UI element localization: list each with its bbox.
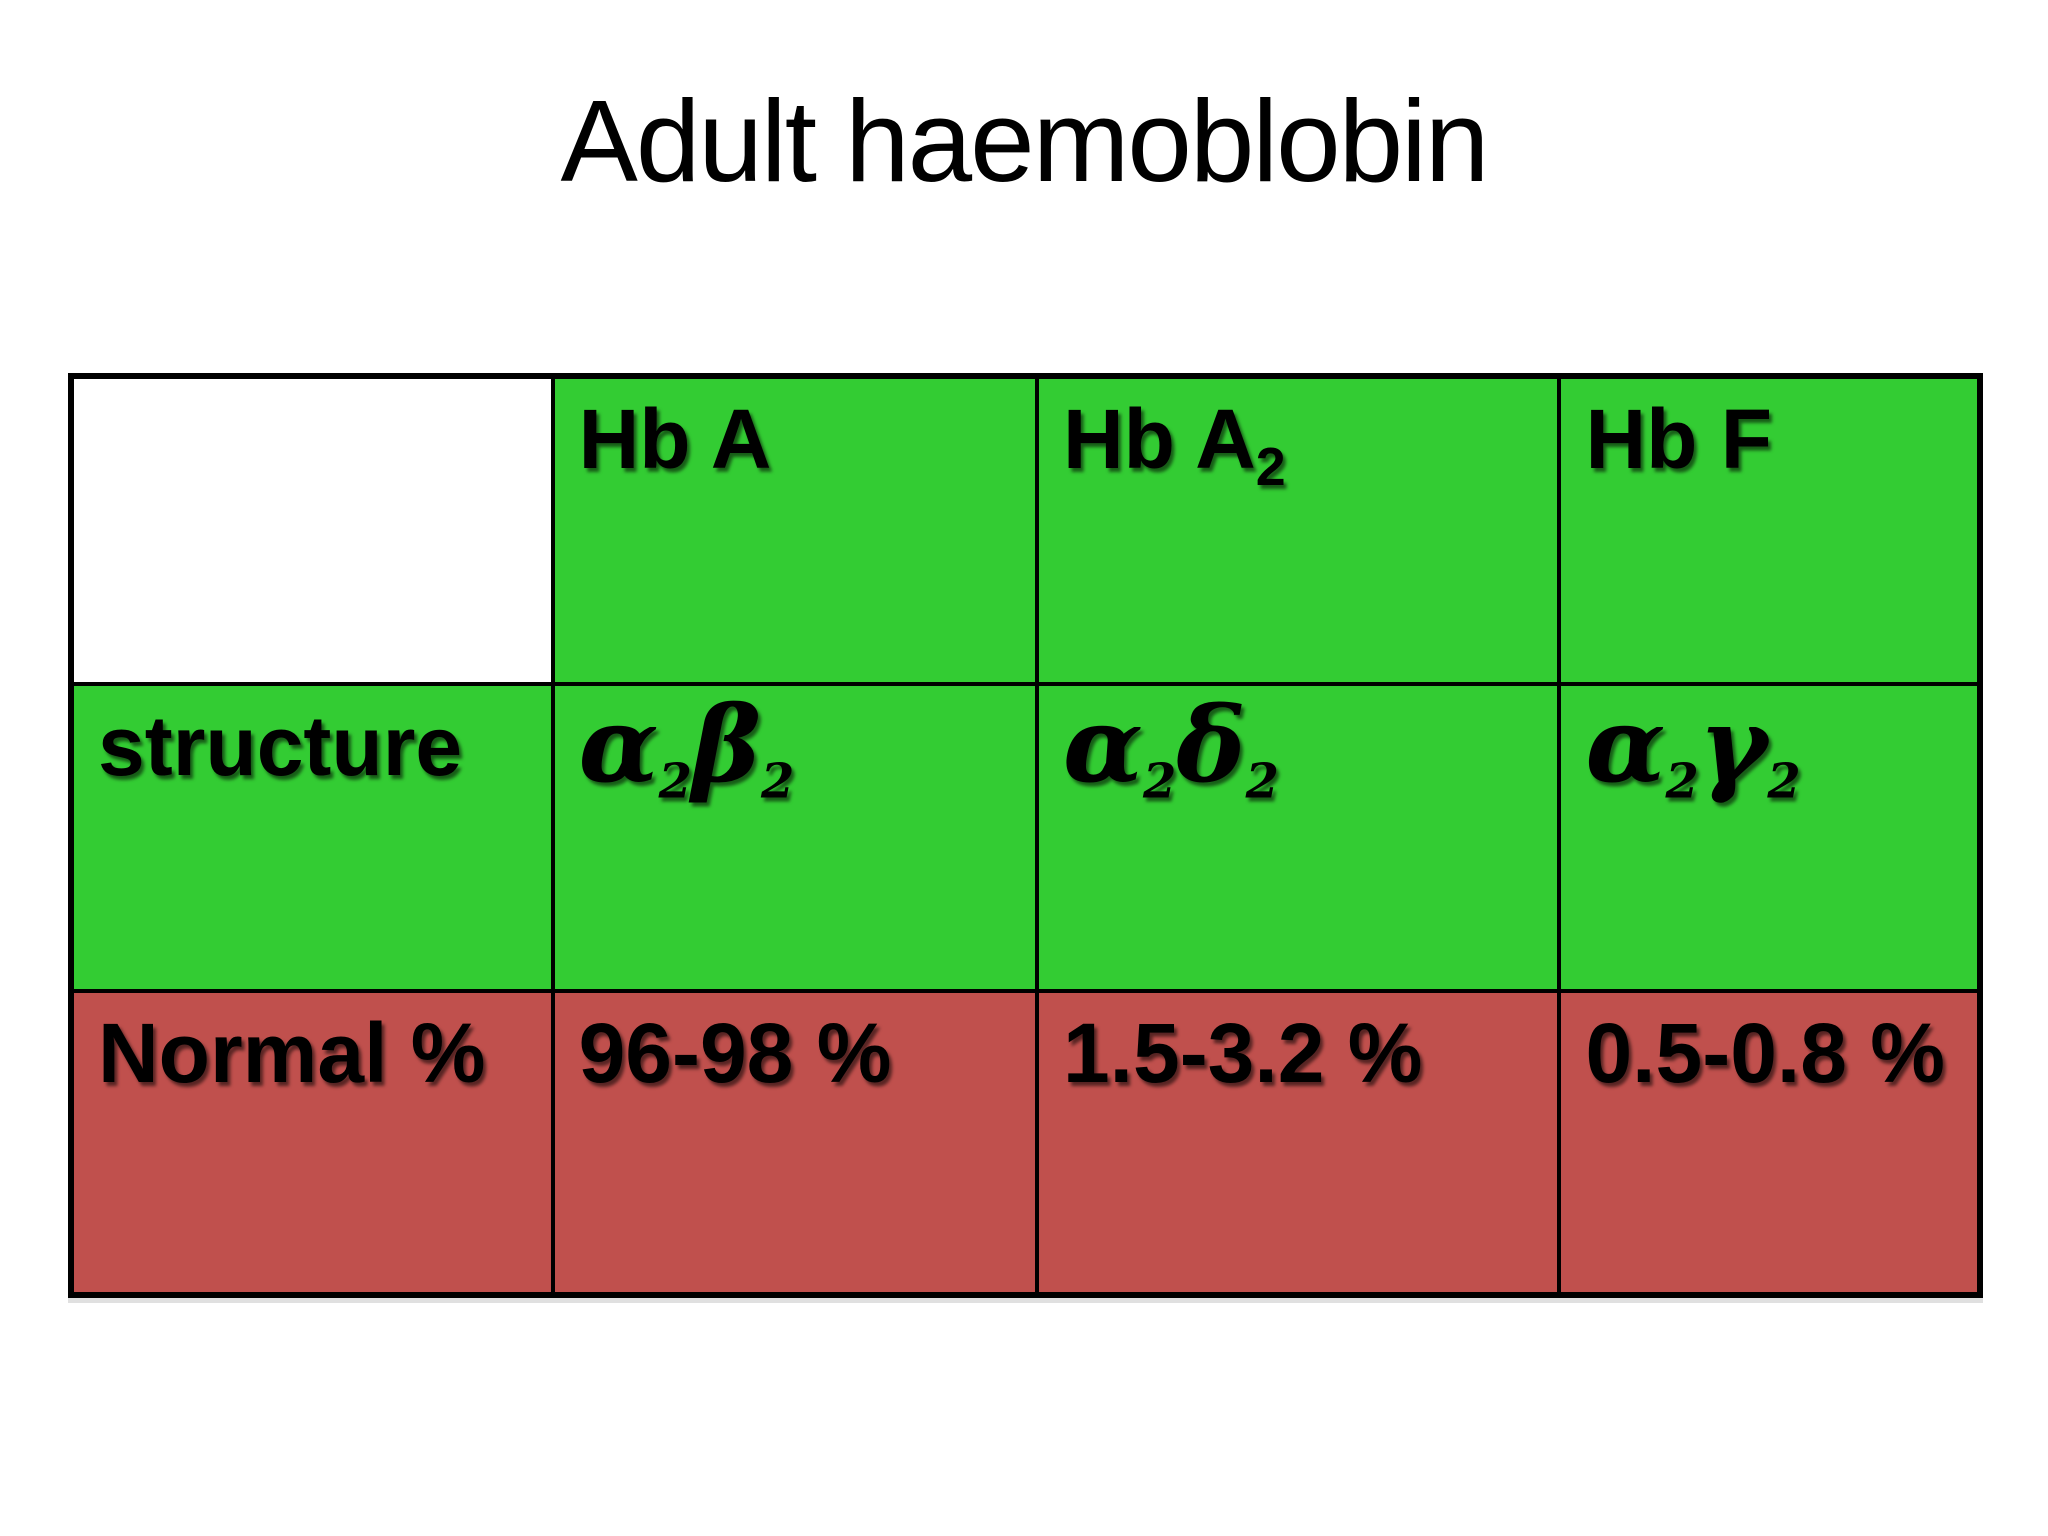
row-label-text: structure <box>98 699 463 794</box>
table-header-hb-f: Hb F <box>1559 377 1979 685</box>
greek-letter: δ <box>1176 684 1246 807</box>
greek-letter: γ <box>1698 684 1768 807</box>
greek-subscript: 2 <box>658 753 692 810</box>
greek-letter: β <box>691 684 761 807</box>
table-header-hb-a: Hb A <box>552 377 1037 685</box>
normal-value: 1.5-3.2 % <box>1062 1006 1423 1101</box>
normal-cell-hb-a2: 1.5-3.2 % <box>1036 991 1560 1294</box>
row-label-normal-percent: Normal % <box>72 991 553 1294</box>
table-cell-empty <box>72 377 553 685</box>
greek-letter: α <box>1585 684 1666 807</box>
normal-cell-hb-f: 0.5-0.8 % <box>1559 991 1979 1294</box>
greek-letter: α <box>578 684 659 807</box>
header-text: Hb A <box>579 392 772 486</box>
header-text: Hb F <box>1585 392 1772 486</box>
greek-subscript: 2 <box>1665 753 1699 810</box>
haemoglobin-table: Hb A Hb A2 Hb F structure α2β2 α2δ2 α2γ2… <box>68 373 1983 1298</box>
normal-value: 96-98 % <box>578 1006 892 1101</box>
header-base: Hb A <box>578 392 772 486</box>
structure-formula: α2δ2 <box>1062 684 1279 810</box>
greek-subscript: 2 <box>1142 753 1177 810</box>
greek-subscript: 2 <box>760 753 795 810</box>
normal-value: 0.5-0.8 % <box>1585 1006 1945 1101</box>
table-header-hb-a2: Hb A2 <box>1036 377 1560 685</box>
structure-cell-hb-f: α2γ2 <box>1559 684 1979 992</box>
header-base: Hb F <box>1585 392 1773 486</box>
normal-cell-hb-a: 96-98 % <box>552 991 1037 1294</box>
header-subscript: 2 <box>1255 437 1286 498</box>
greek-letter: α <box>1062 684 1143 807</box>
structure-formula: α2γ2 <box>1585 684 1801 810</box>
greek-subscript: 2 <box>1245 753 1279 810</box>
header-text: Hb A2 <box>1062 392 1286 494</box>
page-title: Adult haemoblobin <box>560 76 1490 206</box>
header-base: Hb A <box>1062 392 1256 486</box>
structure-cell-hb-a: α2β2 <box>552 684 1037 992</box>
structure-cell-hb-a2: α2δ2 <box>1036 684 1560 992</box>
row-label-text: Normal % <box>98 1006 486 1101</box>
row-label-structure: structure <box>72 684 553 992</box>
structure-formula: α2β2 <box>578 684 795 810</box>
greek-subscript: 2 <box>1767 753 1801 810</box>
